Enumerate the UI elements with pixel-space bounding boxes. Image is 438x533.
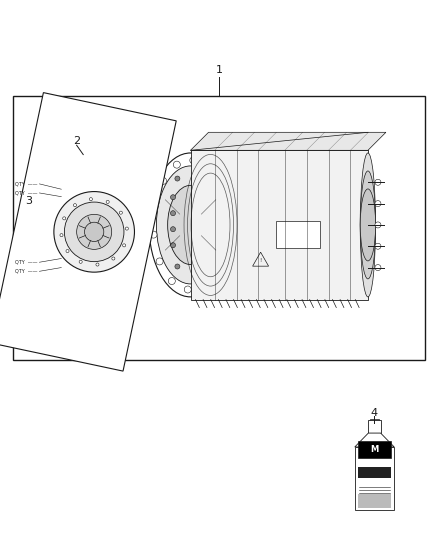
Circle shape: [170, 195, 176, 200]
Text: 1: 1: [215, 65, 223, 75]
Circle shape: [54, 191, 134, 272]
Text: 4: 4: [371, 408, 378, 418]
Bar: [276, 221, 320, 248]
Bar: [358, 495, 391, 508]
Circle shape: [77, 214, 112, 249]
Bar: [355, 447, 394, 511]
Circle shape: [151, 203, 158, 209]
Circle shape: [201, 282, 208, 289]
Polygon shape: [0, 93, 176, 371]
Text: M: M: [371, 445, 378, 454]
Text: QTY  ——: QTY ——: [15, 260, 37, 265]
Circle shape: [74, 204, 77, 207]
Circle shape: [375, 243, 381, 249]
Text: QTY  ——: QTY ——: [15, 269, 37, 274]
Polygon shape: [191, 132, 386, 150]
Circle shape: [150, 231, 157, 238]
Circle shape: [375, 264, 381, 271]
Circle shape: [63, 217, 66, 220]
Circle shape: [79, 260, 82, 263]
Bar: [13, 96, 425, 360]
Circle shape: [85, 222, 104, 241]
Circle shape: [206, 165, 213, 172]
Circle shape: [224, 212, 231, 219]
Circle shape: [156, 258, 163, 265]
Circle shape: [173, 161, 180, 168]
Circle shape: [60, 233, 63, 237]
Circle shape: [218, 185, 225, 192]
Circle shape: [375, 179, 381, 185]
Text: 3: 3: [25, 196, 32, 206]
Polygon shape: [355, 433, 394, 447]
Bar: [358, 441, 391, 458]
Circle shape: [64, 202, 124, 262]
Circle shape: [89, 198, 92, 201]
Circle shape: [170, 211, 176, 216]
Circle shape: [112, 257, 115, 260]
Text: !: !: [259, 257, 262, 263]
Circle shape: [175, 176, 180, 181]
Circle shape: [123, 244, 126, 247]
Ellipse shape: [360, 171, 376, 279]
Circle shape: [375, 222, 381, 228]
Circle shape: [223, 240, 230, 247]
Ellipse shape: [360, 189, 376, 261]
Circle shape: [175, 264, 180, 269]
Circle shape: [106, 200, 109, 204]
Circle shape: [170, 227, 176, 232]
Text: QTY  ——: QTY ——: [15, 190, 37, 196]
Circle shape: [168, 278, 175, 285]
Circle shape: [125, 227, 128, 230]
Bar: [358, 467, 391, 478]
Circle shape: [159, 177, 166, 184]
Text: QTY  ——: QTY ——: [15, 181, 37, 187]
Ellipse shape: [156, 166, 225, 284]
Ellipse shape: [149, 153, 232, 297]
Bar: [370, 419, 379, 424]
Circle shape: [66, 249, 69, 253]
Circle shape: [119, 211, 122, 214]
Circle shape: [170, 243, 176, 248]
Circle shape: [375, 200, 381, 207]
Bar: [191, 150, 368, 300]
Text: 2: 2: [73, 136, 80, 146]
Circle shape: [96, 263, 99, 266]
Circle shape: [190, 157, 197, 164]
Circle shape: [184, 286, 191, 293]
Circle shape: [215, 265, 222, 272]
Ellipse shape: [360, 153, 376, 297]
Bar: [368, 420, 381, 433]
Ellipse shape: [168, 185, 213, 264]
